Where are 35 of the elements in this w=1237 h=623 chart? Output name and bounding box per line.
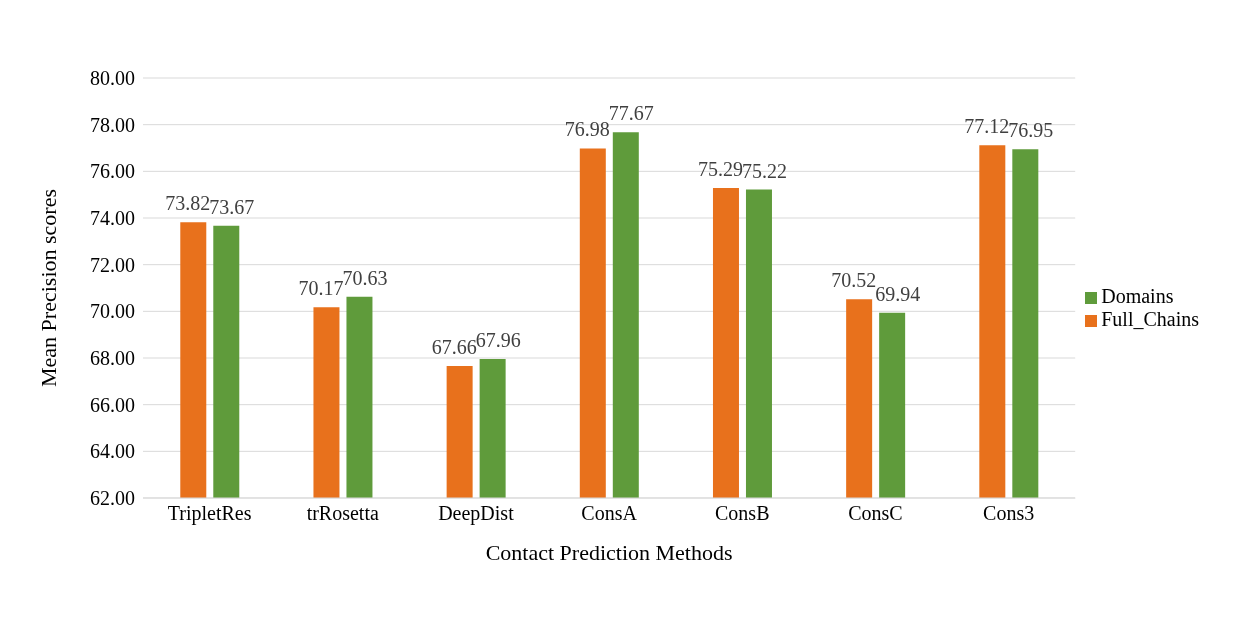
data-label: 67.96 [475, 328, 521, 351]
y-tick-label: 66.00 [90, 393, 135, 416]
data-label: 70.52 [831, 269, 877, 292]
x-tick-label: ConsA [581, 502, 638, 525]
data-label: 69.94 [875, 282, 921, 305]
data-label: 70.63 [342, 266, 388, 289]
x-tick-label: ConsC [848, 502, 903, 525]
data-label: 75.29 [697, 157, 743, 180]
y-tick-label: 62.00 [90, 487, 135, 510]
y-axis-title: Mean Precision scores [35, 189, 61, 387]
data-label: 76.98 [564, 118, 610, 141]
data-label: 75.22 [741, 159, 787, 182]
x-tick-label: trRosetta [306, 502, 379, 525]
data-label: 77.12 [964, 115, 1010, 138]
x-tick-label: ConsB [715, 502, 770, 525]
data-label: 73.82 [165, 192, 211, 215]
y-tick-label: 76.00 [90, 160, 135, 183]
y-tick-label: 70.00 [90, 300, 135, 323]
x-axis-title: Contact Prediction Methods [485, 540, 733, 565]
x-tick-label: Cons3 [983, 502, 1035, 525]
data-label: 70.17 [298, 277, 344, 300]
data-label: 67.66 [431, 335, 477, 358]
y-tick-label: 72.00 [90, 253, 135, 276]
y-tick-label: 68.00 [90, 347, 135, 370]
data-label: 76.95 [1008, 119, 1054, 142]
x-tick-label: DeepDist [438, 502, 515, 526]
data-label: 77.67 [608, 102, 654, 125]
legend-label: Full_Chains [1101, 308, 1199, 330]
data-label: 73.67 [209, 195, 255, 218]
y-tick-label: 80.00 [90, 67, 135, 90]
x-tick-label: TripletRes [167, 502, 252, 526]
legend-label: Domains [1101, 285, 1174, 307]
y-tick-label: 78.00 [90, 113, 135, 136]
y-tick-label: 64.00 [90, 440, 135, 463]
y-tick-label: 74.00 [90, 207, 135, 230]
